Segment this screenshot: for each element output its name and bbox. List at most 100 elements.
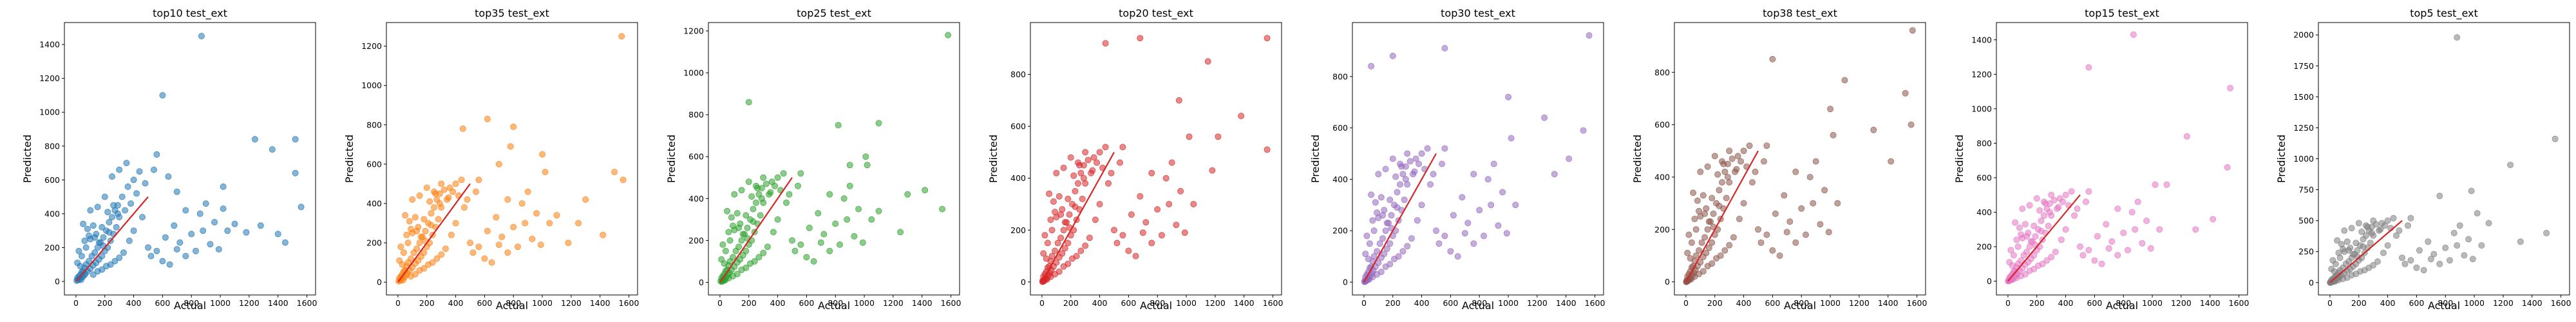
subplot-title: top30 test_ext [1441,7,1515,20]
y-tick-label: 0 [1343,278,1348,287]
scatter-point [1709,239,1716,246]
scatter-point [1685,231,1692,238]
trend-line [2007,194,2081,282]
x-tick-label: 0 [395,298,401,308]
x-tick-label: 1400 [1878,298,1899,308]
scatter-point [1438,160,1445,167]
scatter-point [2374,258,2381,265]
scatter-point [2396,227,2403,234]
scatter-point [1411,168,1418,175]
scatter-point [2430,251,2438,258]
scatter-point [142,180,149,187]
x-tick-label: 400 [1414,298,1430,308]
scatter-point [868,216,875,223]
scatter-point [1105,180,1112,187]
scatter-point [518,200,526,207]
scatter-point [2461,252,2468,259]
x-tick-label: 1600 [2229,298,2249,308]
scatter-point [2401,260,2409,267]
scatter-point [91,234,99,241]
scatter-point [1046,190,1053,197]
scatter-point [436,200,443,207]
scatter-point [1416,160,1423,167]
scatter-point [1173,222,1180,229]
scatter-point [817,239,824,246]
scatter-point [1119,144,1126,151]
scatter-point [2007,247,2014,254]
scatter-point [1464,220,1472,227]
scatter-point [760,174,767,181]
scatter-point [1806,173,1814,180]
scatter-point [922,187,929,194]
subplot-2: 0 200 400 600 800 1000 1200 1400 1600 0 200 400 600 8… [665,7,961,312]
scatter-point [789,237,796,244]
scatter-point [90,222,97,229]
scatter-point [1404,150,1411,157]
scatter-point [2450,229,2458,236]
scatter-point [2478,242,2485,249]
scatter-point [2156,226,2163,233]
x-tick-label: 600 [1765,298,1780,308]
scatter-point [1712,255,1719,262]
scatter-point [1769,55,1776,62]
scatter-point [1370,253,1378,260]
scatter-point [82,244,90,251]
scatter-point [2018,257,2025,264]
scatter-point [1817,221,1824,228]
scatter-point [1694,197,1701,204]
y-tick-label: 1250 [2293,123,2314,133]
x-tick-label: 400 [448,298,464,308]
scatter-point [803,254,810,261]
scatter-point [1508,135,1515,142]
scatter-point [113,223,120,231]
scatter-point [257,222,264,229]
scatter-point [1090,154,1097,161]
scatter-point [1505,93,1512,100]
scatter-point [1077,169,1084,176]
scatter-point [2183,133,2190,140]
x-tick-label: 1400 [1556,298,1577,308]
scatter-point [200,227,207,234]
scatter-point [1740,147,1747,155]
scatter-series [2005,31,2234,285]
scatter-point [1128,211,1135,218]
scatter-point [1586,32,1593,39]
x-tick-label: 400 [2058,298,2074,308]
scatter-point [620,176,627,184]
y-axis-label: Predicted [665,135,677,183]
scatter-point [442,245,449,252]
scatter-point [753,199,760,206]
scatter-series [1683,27,1916,285]
scatter-point [1379,235,1387,242]
scatter-point [2019,205,2026,213]
scatter-point [1076,162,1083,169]
scatter-point [1204,58,1211,65]
scatter-point [416,267,423,274]
x-tick-label: 800 [2438,298,2453,308]
scatter-point [1459,194,1466,201]
scatter-point [772,182,779,189]
scatter-point [1381,251,1388,258]
scatter-point [150,166,157,173]
scatter-point [467,240,474,247]
scatter-point [738,237,745,244]
scatter-point [862,153,869,160]
y-tick-label: 1000 [1971,104,1992,113]
scatter-point [832,220,839,227]
scatter-point [438,180,445,187]
scatter-point [2380,249,2387,256]
scatter-point [1056,193,1063,200]
scatter-point [762,180,770,187]
scatter-point [754,185,761,192]
scatter-point [760,249,767,256]
y-tick-label: 0 [2309,278,2314,287]
scatter-point [1716,187,1723,194]
scatter-point [432,190,439,197]
scatter-point [459,125,466,132]
scatter-point [2192,226,2199,233]
x-tick-label: 1200 [883,298,904,308]
scatter-point [1730,234,1737,241]
scatter-point [202,200,209,207]
scatter-point [1408,235,1415,242]
scatter-point [1414,217,1421,224]
